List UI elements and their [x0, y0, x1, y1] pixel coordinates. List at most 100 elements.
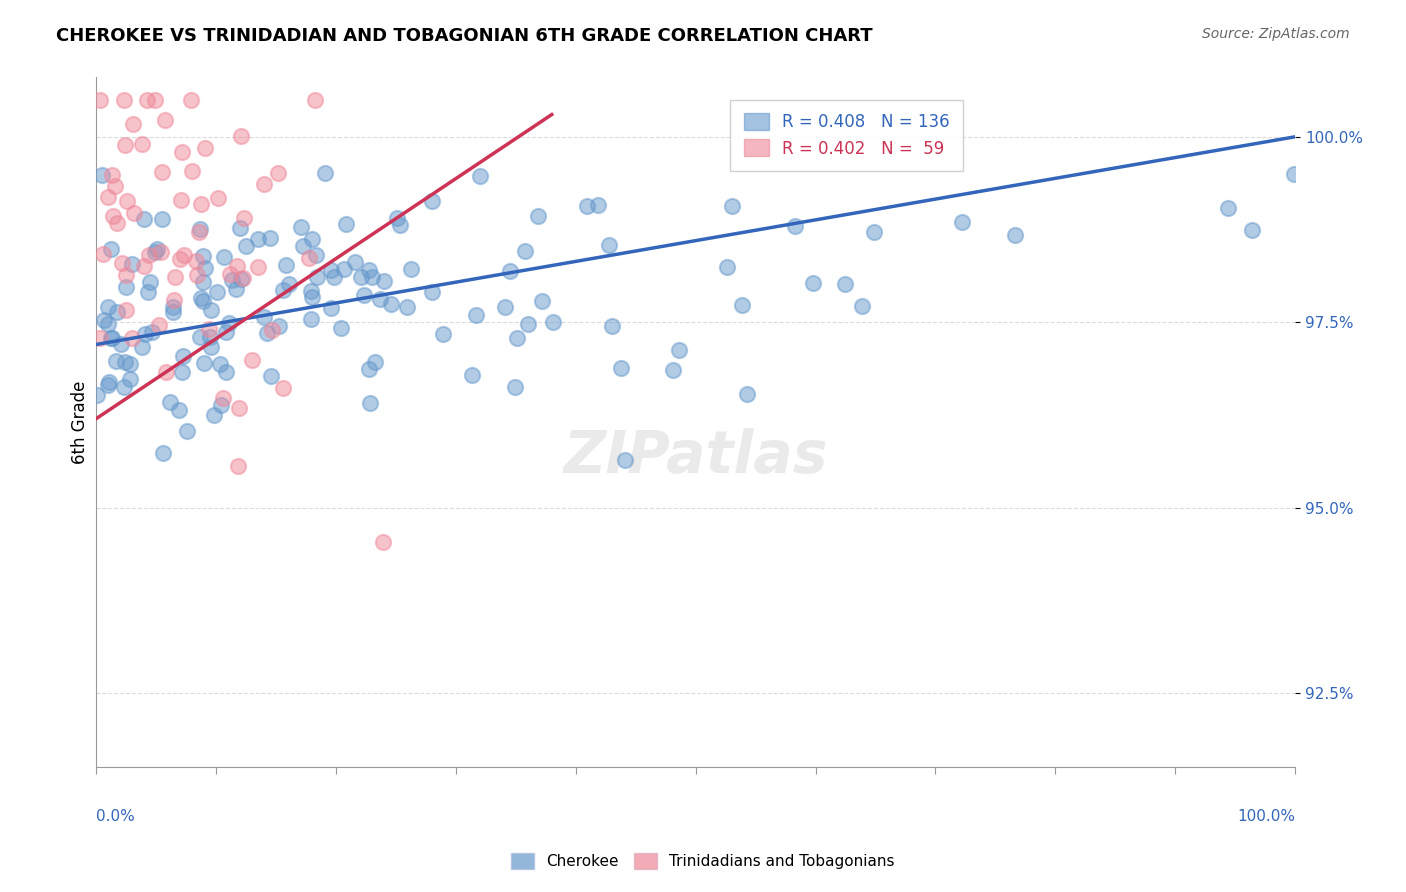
- Point: [388, 218, 411, 232]
- Point: [214, 365, 236, 379]
- Point: [153, 113, 176, 128]
- Point: [105, 216, 128, 230]
- Point: [152, 446, 174, 460]
- Point: [173, 248, 195, 262]
- Point: [253, 310, 276, 324]
- Point: [120, 372, 142, 386]
- Point: [292, 239, 315, 253]
- Point: [138, 248, 160, 262]
- Point: [305, 248, 328, 262]
- Point: [209, 398, 232, 412]
- Point: [170, 194, 193, 208]
- Point: [97, 190, 120, 204]
- Point: [517, 317, 540, 331]
- Point: [319, 263, 342, 277]
- Point: [112, 93, 135, 107]
- Point: [98, 375, 121, 389]
- Point: [100, 331, 122, 345]
- Point: [278, 277, 301, 291]
- Point: [364, 355, 387, 369]
- Point: [115, 302, 138, 317]
- Point: [349, 269, 371, 284]
- Point: [600, 319, 623, 334]
- Point: [110, 337, 132, 351]
- Point: [190, 196, 212, 211]
- Point: [247, 260, 270, 275]
- Point: [586, 198, 609, 212]
- Point: [121, 257, 143, 271]
- Point: [163, 293, 186, 307]
- Point: [359, 395, 381, 409]
- Point: [180, 164, 202, 178]
- Point: [353, 288, 375, 302]
- Point: [1004, 228, 1026, 243]
- Point: [314, 166, 336, 180]
- Point: [100, 242, 122, 256]
- Point: [218, 267, 240, 281]
- Point: [299, 312, 322, 326]
- Legend: Cherokee, Trinidadians and Tobagonians: Cherokee, Trinidadians and Tobagonians: [505, 847, 901, 875]
- Point: [221, 273, 243, 287]
- Point: [307, 269, 329, 284]
- Point: [150, 212, 173, 227]
- Point: [260, 323, 283, 337]
- Point: [232, 270, 254, 285]
- Point: [105, 305, 128, 319]
- Point: [420, 285, 443, 299]
- Point: [105, 353, 128, 368]
- Point: [131, 340, 153, 354]
- Point: [370, 293, 392, 307]
- Point: [215, 326, 238, 340]
- Point: [91, 247, 114, 261]
- Point: [225, 282, 247, 296]
- Point: [132, 212, 155, 227]
- Point: [162, 305, 184, 319]
- Point: [89, 331, 111, 345]
- Point: [385, 211, 408, 225]
- Point: [169, 252, 191, 266]
- Point: [468, 169, 491, 183]
- Point: [124, 206, 146, 220]
- Point: [159, 395, 181, 409]
- Point: [155, 365, 177, 379]
- Point: [143, 245, 166, 260]
- Point: [803, 276, 825, 290]
- Point: [494, 300, 516, 314]
- Point: [139, 275, 162, 289]
- Point: [333, 261, 356, 276]
- Point: [114, 279, 136, 293]
- Point: [141, 325, 163, 339]
- Point: [122, 117, 145, 131]
- Point: [97, 300, 120, 314]
- Point: [290, 220, 312, 235]
- Point: [541, 315, 564, 329]
- Point: [335, 217, 357, 231]
- Point: [276, 258, 298, 272]
- Point: [950, 215, 973, 229]
- Point: [218, 316, 240, 330]
- Point: [253, 178, 276, 192]
- Point: [259, 231, 281, 245]
- Point: [1240, 223, 1263, 237]
- Point: [134, 259, 156, 273]
- Point: [731, 298, 754, 312]
- Point: [104, 179, 127, 194]
- Point: [359, 362, 381, 376]
- Point: [188, 225, 211, 239]
- Point: [194, 141, 217, 155]
- Point: [186, 268, 208, 283]
- Text: 0.0%: 0.0%: [96, 809, 135, 823]
- Point: [101, 168, 124, 182]
- Point: [180, 93, 202, 107]
- Point: [267, 319, 290, 334]
- Point: [301, 285, 323, 299]
- Point: [202, 408, 225, 422]
- Point: [301, 232, 323, 246]
- Point: [271, 381, 294, 395]
- Point: [198, 322, 221, 336]
- Point: [343, 255, 366, 269]
- Y-axis label: 6th Grade: 6th Grade: [72, 381, 89, 464]
- Point: [260, 368, 283, 383]
- Point: [298, 252, 321, 266]
- Point: [301, 290, 323, 304]
